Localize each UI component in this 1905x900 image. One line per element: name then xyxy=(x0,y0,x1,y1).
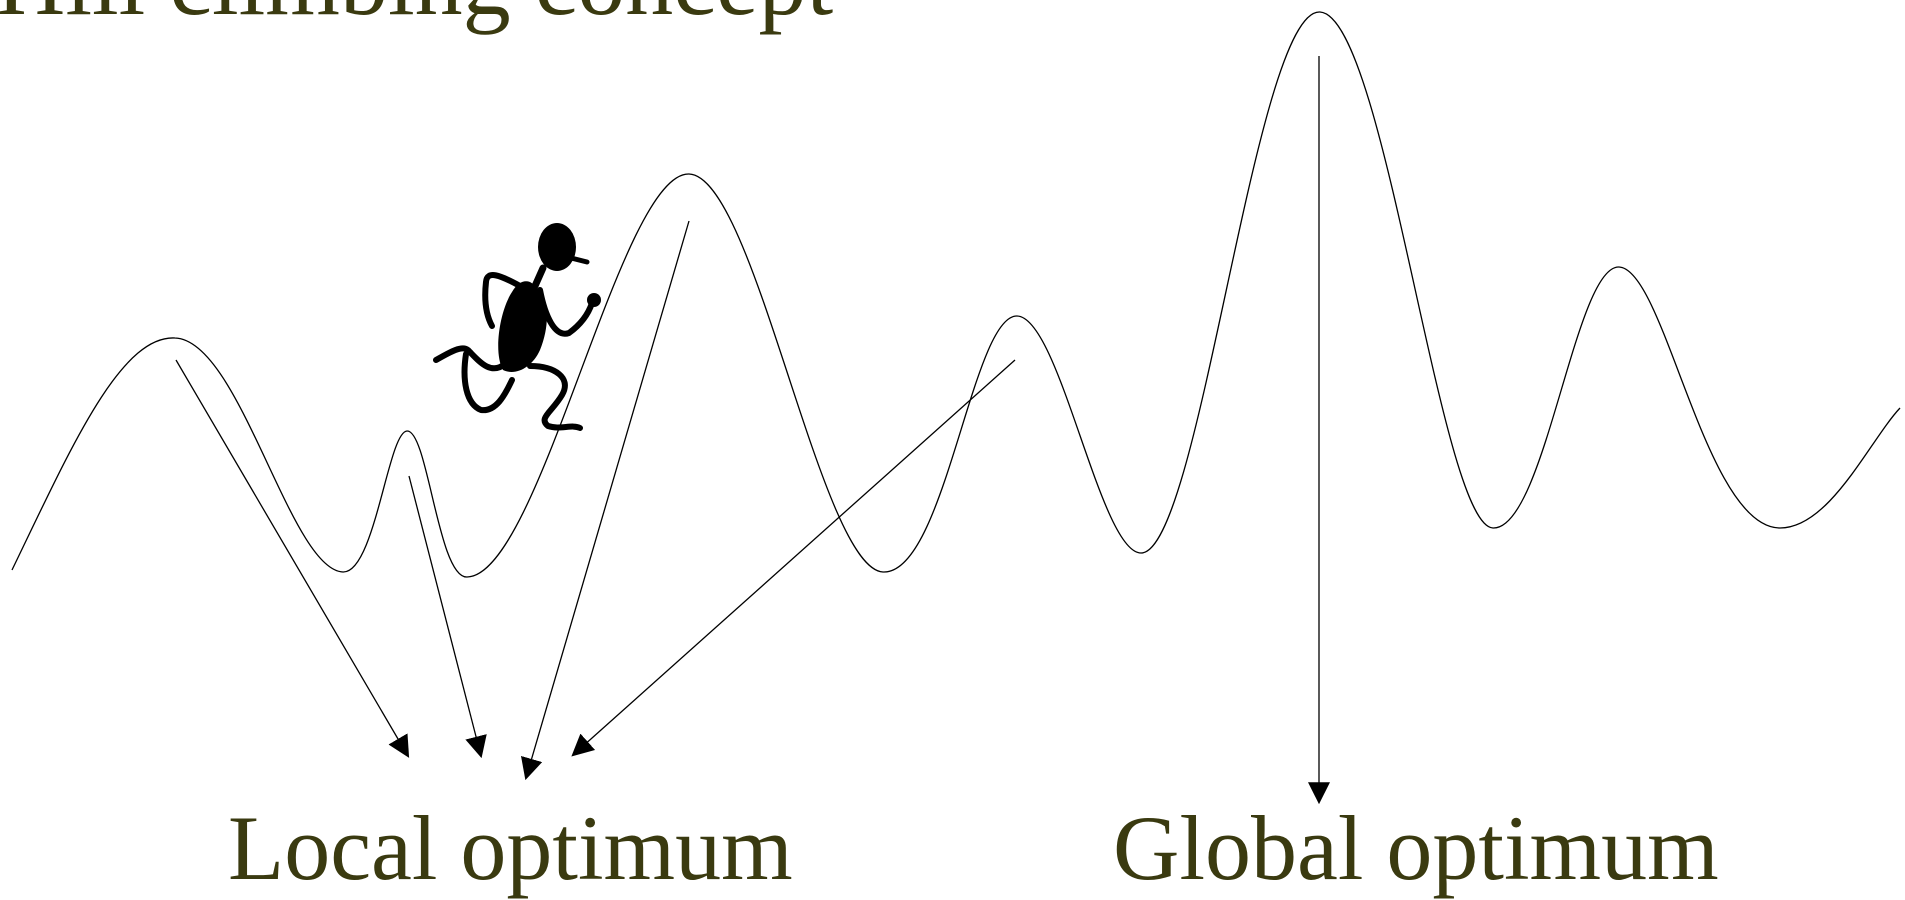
slide-title: Hill climbing concept xyxy=(0,0,833,30)
global-optimum-label: Global optimum xyxy=(1113,797,1719,899)
arrow-local-3 xyxy=(521,220,690,781)
arrow-local-1 xyxy=(175,359,410,758)
arrow-local-4 xyxy=(571,359,1016,757)
running-stick-figure-icon xyxy=(433,223,601,431)
fitness-landscape-curve xyxy=(11,11,1901,578)
local-optimum-label: Local optimum xyxy=(228,797,793,899)
arrow-local-2 xyxy=(408,475,487,759)
